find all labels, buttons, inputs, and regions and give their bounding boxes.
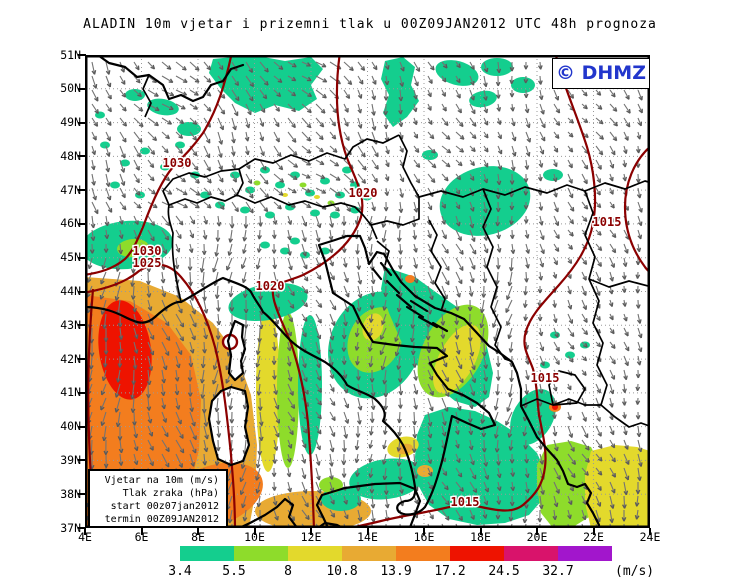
lat-tick-label: 46N <box>60 216 81 231</box>
tick-mark <box>78 324 86 327</box>
lon-tick-label: 22E <box>583 530 604 544</box>
info-line: Tlak zraka (hPa) <box>122 488 219 499</box>
dhmz-watermark: © DHMZ <box>552 58 650 89</box>
colorbar-tick: 13.9 <box>380 564 412 579</box>
lat-tick-label: 48N <box>60 148 81 163</box>
tick-mark <box>366 528 369 535</box>
colorbar-tick: 5.5 <box>222 564 246 579</box>
colorbar-unit: (m/s) <box>615 564 655 579</box>
tick-mark <box>423 528 425 535</box>
isobar-label: 1030 <box>163 156 192 170</box>
isobar-label: 1030 <box>133 244 162 258</box>
lon-tick-label: 12E <box>300 530 322 544</box>
chart-title: ALADIN 10m vjetar i prizemni tlak u 00Z0… <box>83 17 657 32</box>
tick-mark <box>78 87 86 90</box>
tick-mark <box>78 358 86 361</box>
lon-tick-label: 8E <box>191 530 205 544</box>
colorbar <box>180 546 612 561</box>
lat-tick-label: 39N <box>60 452 81 467</box>
colorbar-tick: 32.7 <box>542 564 574 579</box>
tick-mark <box>78 391 86 394</box>
tick-mark <box>78 459 86 462</box>
colorbar-segment <box>504 546 558 561</box>
lat-tick-label: 45N <box>60 250 81 265</box>
lat-tick-label: 50N <box>60 81 81 96</box>
tick-mark <box>78 222 86 225</box>
colorbar-segment <box>234 546 288 561</box>
tick-mark <box>78 54 86 56</box>
tick-mark <box>84 528 86 535</box>
lat-tick-label: 37N <box>60 520 81 535</box>
lon-tick-label: 18E <box>470 530 491 544</box>
lon-tick-label: 4E <box>78 530 92 544</box>
tick-mark <box>310 528 312 535</box>
isobar-label: 1025 <box>133 256 162 270</box>
isobar-label: 1020 <box>256 279 285 293</box>
isobar-label: 1015 <box>451 495 480 509</box>
lon-tick-label: 24E <box>639 530 661 544</box>
tick-mark <box>479 528 482 535</box>
colorbar-segment <box>396 546 450 561</box>
isobar-label: 1020 <box>349 186 378 200</box>
tick-mark <box>78 189 86 192</box>
lon-tick-label: 14E <box>357 530 378 544</box>
tick-mark <box>592 528 595 535</box>
colorbar-segment <box>558 546 612 561</box>
colorbar-segment <box>288 546 342 561</box>
tick-mark <box>78 527 86 529</box>
map-canvas: 1030 1020 1015 1030 1025 1020 1015 1015 <box>81 51 654 540</box>
lon-tick-label: 16E <box>413 530 435 544</box>
lat-tick-label: 44N <box>60 284 81 298</box>
lat-tick-label: 47N <box>60 182 81 197</box>
tick-mark <box>78 493 86 496</box>
info-line: start 00z07jan2012 <box>110 501 219 512</box>
lat-tick-label: 41N <box>60 385 81 400</box>
tick-mark <box>140 528 143 535</box>
colorbar-tick: 8 <box>284 564 292 579</box>
tick-mark <box>253 528 256 535</box>
tick-mark <box>78 155 86 158</box>
colorbar-tick: 3.4 <box>168 564 192 579</box>
tick-mark <box>197 528 199 535</box>
lat-tick-label: 38N <box>60 486 81 501</box>
lat-tick-label: 51N <box>60 47 81 62</box>
info-box: Vjetar na 10m (m/s) Tlak zraka (hPa) start… <box>88 469 228 528</box>
tick-mark <box>78 425 86 428</box>
lat-tick-label: 42N <box>60 351 81 366</box>
isobar-label: 1015 <box>531 371 560 385</box>
colorbar-tick: 24.5 <box>488 564 520 579</box>
lon-tick-label: 6E <box>134 530 149 544</box>
colorbar-segment <box>342 546 396 561</box>
isobar-label: 1015 <box>593 215 622 229</box>
colorbar-tick: 10.8 <box>326 564 358 579</box>
tick-mark <box>78 121 86 124</box>
lat-tick-label: 43N <box>60 317 81 332</box>
tick-mark <box>78 290 86 293</box>
info-line: termin 00Z09JAN2012 <box>104 514 219 525</box>
lon-tick-label: 20E <box>526 530 548 544</box>
colorbar-segment <box>180 546 234 561</box>
colorbar-segment <box>450 546 504 561</box>
lat-tick-label: 49N <box>60 115 81 130</box>
tick-mark <box>78 256 86 259</box>
colorbar-tick: 17.2 <box>434 564 466 579</box>
lat-tick-label: 40N <box>60 419 81 434</box>
tick-mark <box>536 528 538 535</box>
lon-tick-label: 10E <box>244 530 265 544</box>
tick-mark <box>649 528 651 535</box>
info-line: Vjetar na 10m (m/s) <box>104 475 219 486</box>
